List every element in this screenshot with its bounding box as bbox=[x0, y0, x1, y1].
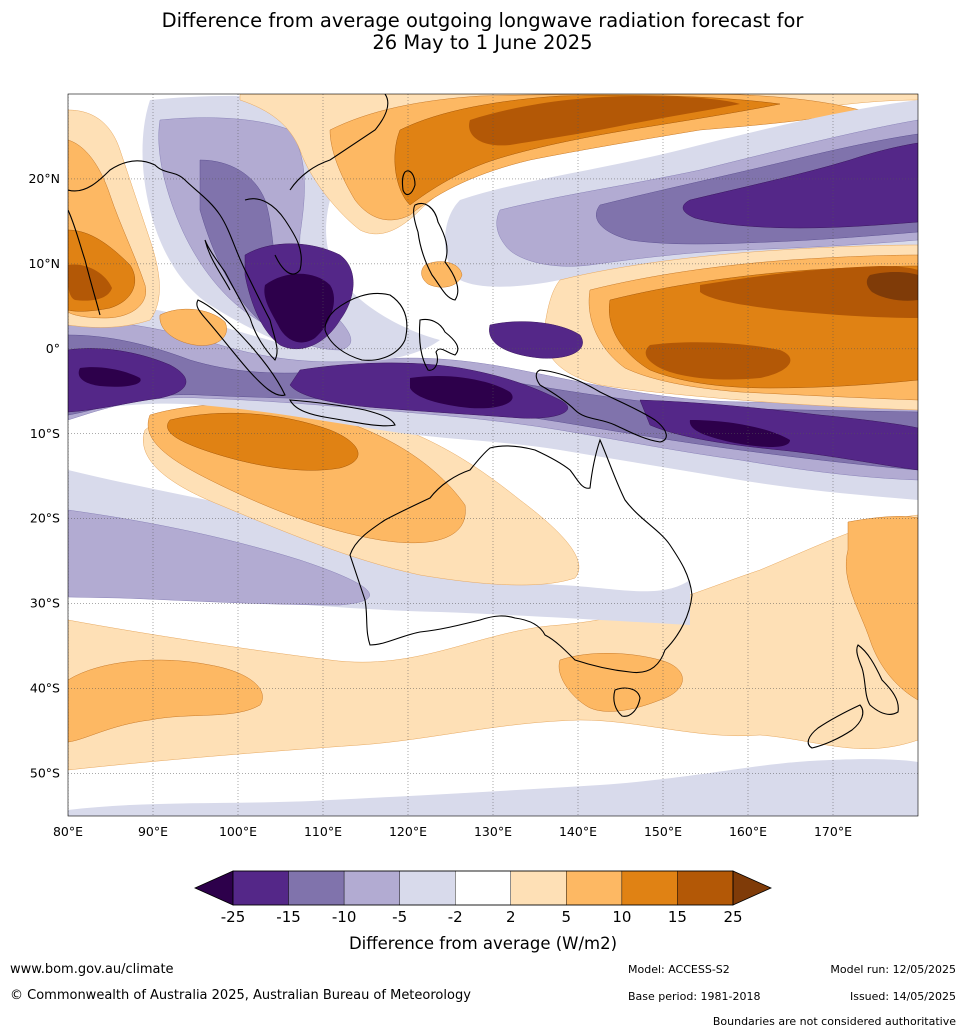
southern-ocean-light-orange-band bbox=[68, 514, 918, 771]
colorbar-tick-label: 5 bbox=[562, 908, 572, 926]
southern-ocean-orange-blob-tasmania bbox=[558, 652, 683, 712]
longitude-tick-label: 150°E bbox=[644, 824, 682, 839]
asia-mainland-coastline bbox=[68, 94, 389, 361]
website-link[interactable]: www.bom.gov.au/climate bbox=[10, 962, 174, 977]
colorbar-segment bbox=[566, 870, 623, 906]
latitude-tick-label: 20°N bbox=[28, 171, 60, 186]
new-zealand-north-island-coastline bbox=[856, 644, 899, 715]
indian-ocean-purple-band bbox=[68, 509, 370, 606]
latitude-tick-label: 10°N bbox=[28, 256, 60, 271]
equatorial-pacific-darkest-brown-core bbox=[866, 271, 918, 301]
colorbar-outline bbox=[232, 870, 734, 906]
colorbar-segment bbox=[399, 870, 456, 906]
base-period: Base period: 1981-2018 bbox=[628, 990, 761, 1003]
australia-coastline bbox=[349, 438, 693, 674]
longitude-tick-label: 100°E bbox=[219, 824, 257, 839]
philippines-coastline bbox=[413, 203, 459, 301]
equatorial-pacific-brown-core bbox=[645, 266, 918, 380]
latitude-tick-label: 10°S bbox=[30, 426, 60, 441]
coastlines bbox=[68, 94, 899, 749]
latitude-tick-label: 30°S bbox=[30, 596, 60, 611]
southern-ocean-orange-blob-west bbox=[68, 659, 263, 743]
colorbar-tick-label: -10 bbox=[332, 908, 357, 926]
colorbar-tick-label: 2 bbox=[506, 908, 516, 926]
indian-ocean-dark-orange-core bbox=[167, 412, 359, 471]
issued-date: Issued: 14/05/2025 bbox=[849, 990, 956, 1003]
longitude-tick-label: 110°E bbox=[304, 824, 342, 839]
colorbar-title: Difference from average (W/m2) bbox=[349, 934, 617, 953]
tasman-orange-region bbox=[846, 516, 918, 701]
longitude-tick-labels: 80°E 90°E 100°E 110°E 120°E 130°E 140°E 150°E 16… bbox=[53, 824, 852, 839]
southern-ocean-lavender-band bbox=[68, 759, 918, 816]
colorbar-segment bbox=[455, 870, 511, 906]
longitude-tick-label: 80°E bbox=[53, 824, 83, 839]
anomaly-map: 80°E 90°E 100°E 110°E 120°E 130°E 140°E 150°E 16… bbox=[28, 93, 919, 839]
india-brown-core bbox=[68, 264, 112, 301]
colorbar-segment bbox=[510, 870, 567, 906]
maritime-darkest-core bbox=[78, 367, 791, 447]
new-zealand-south-island-coastline bbox=[807, 704, 864, 749]
colorbar-segment bbox=[343, 870, 400, 906]
colorbar-low-extend-triangle bbox=[194, 870, 234, 906]
copyright-text: © Commonwealth of Australia 2025, Austra… bbox=[10, 988, 471, 1003]
map-frame bbox=[67, 93, 919, 817]
borneo-coastline bbox=[324, 292, 408, 361]
latitude-tick-labels: 20°N 10°N 0° 10°S 20°S 30°S 40°S 50°S bbox=[28, 171, 60, 781]
taiwan-coastline bbox=[401, 170, 416, 196]
colorbar-segment bbox=[621, 870, 678, 906]
latitude-tick-label: 20°S bbox=[30, 511, 60, 526]
colorbar-tick-label: -15 bbox=[276, 908, 301, 926]
tasmania-coastline bbox=[613, 687, 641, 717]
longitude-tick-label: 90°E bbox=[138, 824, 168, 839]
longitude-tick-label: 170°E bbox=[814, 824, 852, 839]
indochina-darkest-core bbox=[264, 273, 335, 343]
model-name: Model: ACCESS-S2 bbox=[628, 963, 730, 976]
colorbar-segment bbox=[232, 870, 289, 906]
longitude-tick-label: 130°E bbox=[474, 824, 512, 839]
java-coastline bbox=[289, 399, 396, 427]
colorbar-tick-label: 15 bbox=[668, 908, 687, 926]
longitude-tick-label: 160°E bbox=[729, 824, 767, 839]
india-coastline bbox=[68, 209, 101, 316]
colorbar-tick-label: -2 bbox=[448, 908, 463, 926]
colorbar-high-extend-triangle bbox=[732, 870, 772, 906]
sulawesi-coastline bbox=[418, 318, 459, 371]
central-maritime-deep-purple-blob bbox=[489, 321, 583, 359]
colorbar-segment bbox=[677, 870, 734, 906]
longitude-tick-label: 120°E bbox=[389, 824, 427, 839]
boundaries-disclaimer: Boundaries are not considered authoritat… bbox=[712, 1015, 956, 1028]
nw-pacific-brown-core bbox=[469, 96, 740, 146]
latitude-tick-label: 40°S bbox=[30, 681, 60, 696]
colorbar-segments bbox=[232, 870, 734, 906]
colorbar-tick-label: 10 bbox=[612, 908, 631, 926]
colorbar-tick-label: -5 bbox=[392, 908, 407, 926]
latitude-tick-label: 50°S bbox=[30, 766, 60, 781]
latitude-tick-label: 0° bbox=[46, 341, 60, 356]
model-run-date: Model run: 12/05/2025 bbox=[830, 963, 956, 976]
map-title-line-2: 26 May to 1 June 2025 bbox=[372, 31, 593, 54]
north-pacific-deep-purple-region bbox=[682, 142, 918, 229]
colorbar-tick-label: -25 bbox=[221, 908, 246, 926]
colorbar-labels: -25 -15 -10 -5 -2 2 5 10 15 25 bbox=[221, 908, 743, 926]
new-guinea-coastline bbox=[535, 369, 667, 443]
map-gridlines bbox=[68, 94, 918, 816]
colorbar: -25 -15 -10 -5 -2 2 5 10 15 25 Difference from av… bbox=[194, 870, 772, 953]
colorbar-tick-label: 25 bbox=[723, 908, 742, 926]
colorbar-segment bbox=[288, 870, 345, 906]
sumatra-coastline bbox=[196, 299, 286, 396]
philippines-orange-blob bbox=[421, 261, 463, 288]
longitude-tick-label: 140°E bbox=[559, 824, 597, 839]
map-title-line-1: Difference from average outgoing longwav… bbox=[161, 9, 804, 32]
map-title: Difference from average outgoing longwav… bbox=[0, 10, 965, 54]
